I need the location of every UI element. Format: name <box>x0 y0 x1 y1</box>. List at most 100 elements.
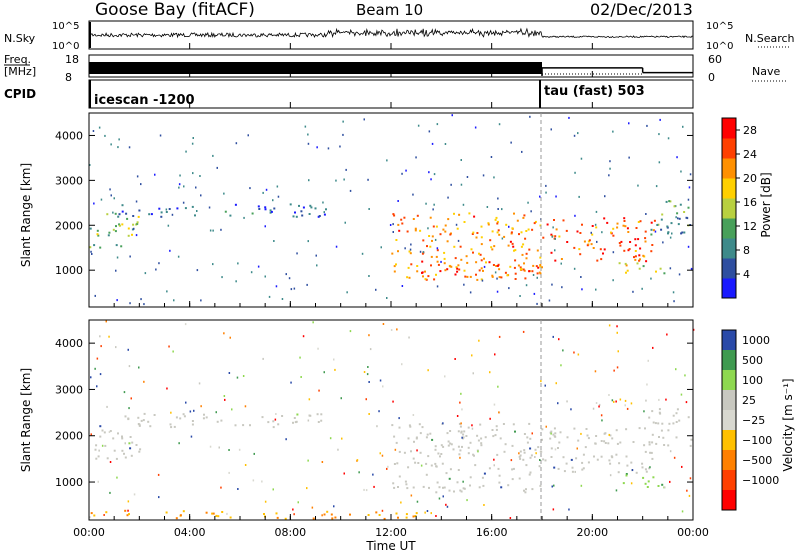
rti-cell <box>552 433 555 436</box>
rti-cell <box>112 211 114 214</box>
rti-cell <box>566 400 568 403</box>
rti-cell <box>100 345 102 348</box>
rti-cell <box>627 231 630 233</box>
rti-cell <box>136 175 139 178</box>
rti-cell <box>624 399 627 402</box>
rti-cell <box>650 228 653 231</box>
rti-cell <box>532 274 535 276</box>
rti-cell <box>646 124 648 127</box>
rti-cell <box>628 248 631 250</box>
rti-cell <box>459 489 462 492</box>
rti-cell <box>412 193 414 196</box>
rti-cell <box>386 467 388 470</box>
rti-cell <box>628 156 630 159</box>
rti-cell <box>625 428 628 431</box>
rti-cell <box>553 219 555 221</box>
rti-cell <box>430 464 433 467</box>
rti-cell <box>253 452 255 455</box>
rti-cell <box>168 208 171 210</box>
rti-cell <box>576 230 579 233</box>
rti-cell <box>546 223 549 226</box>
rti-cell <box>604 195 606 198</box>
rti-cell <box>573 134 576 137</box>
rti-cell <box>637 184 639 187</box>
rti-cell <box>115 346 117 349</box>
rti-cell <box>624 404 626 407</box>
rti-cell <box>363 488 365 491</box>
rti-cell <box>316 413 319 416</box>
rti-cell <box>391 424 394 427</box>
rti-cell <box>106 405 108 408</box>
rti-cell <box>378 514 381 516</box>
rti-cell <box>466 499 468 502</box>
rti-cell <box>216 166 218 169</box>
rti-cell <box>594 223 597 226</box>
rti-cell <box>447 218 450 221</box>
rti-cell <box>479 423 482 426</box>
y-tick-label: 4000 <box>55 337 83 350</box>
rti-cell <box>321 514 323 517</box>
rti-cell <box>592 247 595 249</box>
rti-cell <box>601 231 603 234</box>
rti-cell <box>168 345 170 348</box>
rti-cell <box>684 374 686 377</box>
rti-cell <box>378 410 380 413</box>
rti-cell <box>157 473 160 476</box>
noise-line <box>88 27 694 39</box>
rti-cell <box>89 164 91 166</box>
rti-cell <box>644 427 646 430</box>
rti-cell <box>372 473 374 476</box>
rti-cell <box>405 483 408 486</box>
rti-cell <box>98 449 100 452</box>
rti-cell <box>401 285 404 287</box>
rti-cell <box>94 367 96 370</box>
rti-cell <box>185 150 187 153</box>
rti-cell <box>657 223 660 226</box>
rti-cell <box>104 444 107 447</box>
rti-cell <box>437 263 440 266</box>
rti-cell <box>562 349 564 352</box>
rti-cell <box>415 437 418 440</box>
rti-cell <box>475 236 478 239</box>
rti-cell <box>603 248 606 251</box>
rti-cell <box>176 207 179 210</box>
rti-cell <box>653 219 656 222</box>
rti-cell <box>435 273 437 276</box>
rti-cell <box>669 450 672 453</box>
rti-cell <box>406 487 409 490</box>
rti-cell <box>498 481 501 484</box>
rti-cell <box>382 323 385 325</box>
nsky-tick-bottom: 10^0 <box>52 41 79 52</box>
rti-cell <box>90 250 92 253</box>
rti-cell <box>105 511 108 514</box>
rti-cell <box>229 336 231 339</box>
rti-cell <box>514 430 516 433</box>
rti-cell <box>457 264 460 267</box>
rti-cell <box>618 262 621 265</box>
rti-cell <box>514 278 517 280</box>
rti-cell <box>318 389 320 392</box>
rti-cell <box>296 413 299 416</box>
rti-cell <box>425 278 428 281</box>
rti-cell <box>652 229 655 232</box>
rti-cell <box>104 134 106 137</box>
rti-cell <box>489 239 492 242</box>
rti-cell <box>548 299 551 302</box>
rti-cell <box>667 231 670 234</box>
rti-cell <box>525 252 528 255</box>
rti-cell <box>604 442 607 444</box>
rti-cell <box>393 463 396 465</box>
rti-cell <box>625 455 628 458</box>
rti-cell <box>686 217 689 220</box>
rti-cell <box>229 214 232 217</box>
rti-cell <box>435 255 438 258</box>
rti-cell <box>191 420 194 422</box>
rti-cell <box>595 210 598 213</box>
rti-cell <box>480 278 483 281</box>
rti-cell <box>557 467 560 470</box>
rti-cell <box>456 270 459 273</box>
rti-cell <box>600 440 603 442</box>
rti-cell <box>608 324 611 327</box>
rti-cell <box>497 229 500 232</box>
rti-cell <box>428 171 430 174</box>
